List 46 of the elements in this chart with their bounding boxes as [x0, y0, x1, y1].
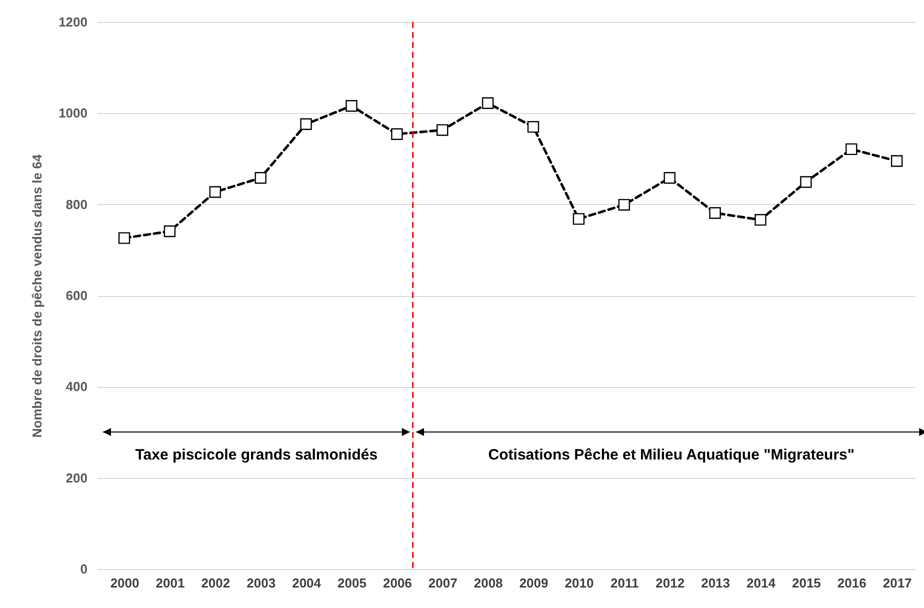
- point: [346, 100, 358, 112]
- point: [800, 176, 812, 188]
- x-tick-label: 2011: [610, 576, 639, 590]
- point: [846, 143, 858, 156]
- x-tick-label: 2010: [564, 576, 594, 590]
- point: [436, 124, 448, 136]
- x-tick-label: 2004: [292, 576, 322, 590]
- point: [391, 128, 403, 140]
- annotation: Taxe piscicole grands salmonidés: [135, 446, 378, 464]
- y-tick-label: 0: [80, 562, 88, 576]
- x-tick-label: 2015: [792, 576, 821, 590]
- y-tick-label: 1200: [58, 14, 88, 30]
- point: [618, 198, 630, 211]
- point: [664, 172, 676, 184]
- point: [164, 225, 176, 238]
- point: [572, 213, 585, 225]
- x-tick-label: 2017: [882, 576, 912, 590]
- annotation: Cotisations Pêche et Milieu Aquatique "Migrateurs": [488, 446, 855, 464]
- x-tick-label: 2012: [656, 576, 685, 590]
- x-tick-label: 2014: [746, 576, 776, 590]
- point: [482, 97, 494, 109]
- y-tick-label: 600: [66, 288, 88, 303]
- x-tick-label: 2000: [110, 576, 140, 590]
- x-tick-label: 2009: [519, 576, 548, 590]
- x-tick-label: 2013: [701, 576, 730, 590]
- x-tick-label: 2005: [338, 576, 366, 590]
- x-tick-label: 2007: [428, 576, 458, 590]
- x-tick-label: 2008: [474, 576, 503, 590]
- x-tick-label: 2003: [246, 576, 276, 590]
- y-tick-label: 800: [66, 196, 88, 212]
- point: [527, 121, 540, 133]
- point: [118, 232, 130, 244]
- point: [254, 172, 266, 184]
- y-axis-title: Nombre de droits de pêche vendus dans le 64: [30, 154, 45, 438]
- y-tick-label: 1000: [58, 106, 88, 121]
- y-tick-label: 400: [66, 379, 88, 394]
- point: [890, 155, 903, 167]
- y-tick-label: 200: [66, 470, 88, 486]
- x-tick-label: 2006: [382, 576, 412, 590]
- x-tick-label: 2002: [201, 576, 230, 590]
- point: [209, 186, 221, 198]
- point: [709, 207, 721, 219]
- x-tick-label: 2001: [156, 576, 185, 590]
- point: [300, 118, 312, 130]
- point: [754, 214, 766, 226]
- x-tick-label: 2016: [837, 576, 866, 590]
